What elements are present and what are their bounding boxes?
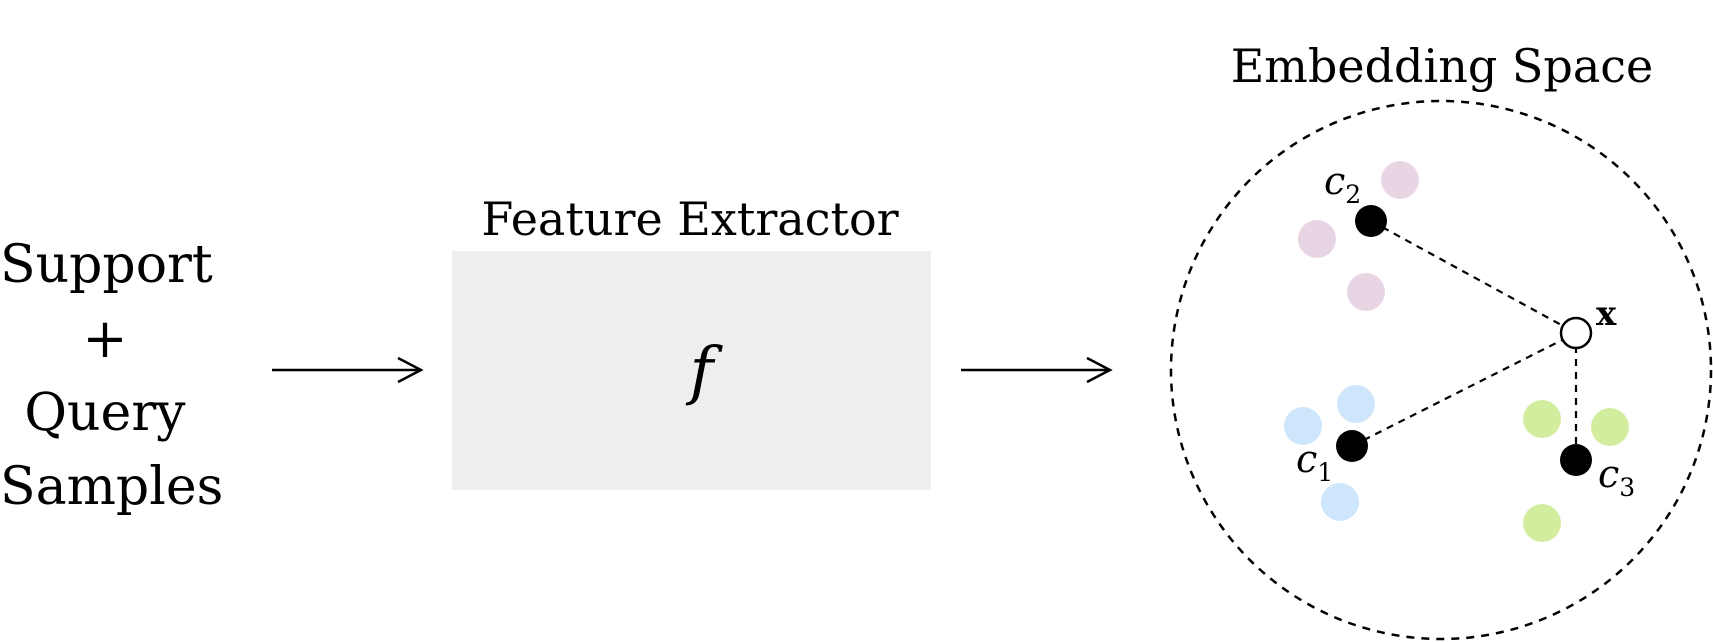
feature-extractor-title: Feature Extractor bbox=[481, 192, 899, 246]
function-symbol: f bbox=[689, 333, 714, 408]
input-label-support: Support bbox=[0, 235, 213, 295]
distance-line-c2 bbox=[1370, 220, 1577, 334]
centroid-c2-name: c bbox=[1324, 159, 1345, 203]
input-label-samples: Samples bbox=[0, 457, 224, 517]
class3-support-point bbox=[1591, 408, 1629, 446]
centroid-c3-label: c3 bbox=[1598, 452, 1635, 502]
embedding-space-boundary bbox=[1169, 99, 1713, 641]
centroid-c1-name: c bbox=[1296, 437, 1317, 481]
embedding-space-title: Embedding Space bbox=[1230, 39, 1654, 93]
class3-support-point bbox=[1523, 400, 1561, 438]
class1-support-point bbox=[1337, 385, 1375, 423]
class3-support-point bbox=[1523, 504, 1561, 542]
feature-extractor-box: f bbox=[452, 251, 931, 490]
class1-support-point bbox=[1321, 483, 1359, 521]
centroid-c1 bbox=[1336, 430, 1368, 462]
centroid-c1-sub: 1 bbox=[1317, 458, 1333, 487]
distance-line-c1 bbox=[1351, 332, 1577, 447]
class1-support-point bbox=[1284, 407, 1322, 445]
query-point-label: x bbox=[1596, 294, 1617, 334]
distance-lines bbox=[1351, 220, 1578, 460]
class2-support-point bbox=[1381, 161, 1419, 199]
class1-support-points bbox=[1284, 385, 1375, 521]
class2-support-points bbox=[1298, 161, 1419, 311]
centroid-c3 bbox=[1560, 444, 1592, 476]
class2-support-point bbox=[1298, 220, 1336, 258]
centroid-c1-label: c1 bbox=[1296, 437, 1333, 487]
input-label: Support + Query Samples bbox=[0, 228, 224, 524]
input-label-query: Query bbox=[24, 383, 186, 443]
arrow-extractor-to-embedding bbox=[961, 356, 1113, 384]
class3-support-points bbox=[1523, 400, 1629, 542]
class2-support-point bbox=[1347, 273, 1385, 311]
arrow-input-to-extractor bbox=[272, 356, 424, 384]
centroid-c2 bbox=[1355, 205, 1387, 237]
centroid-c2-label: c2 bbox=[1324, 159, 1361, 209]
input-label-plus: + bbox=[82, 307, 128, 370]
centroid-c3-sub: 3 bbox=[1619, 473, 1635, 502]
query-point bbox=[1559, 316, 1593, 350]
centroid-c3-name: c bbox=[1598, 452, 1619, 496]
centroid-c2-sub: 2 bbox=[1345, 180, 1361, 209]
